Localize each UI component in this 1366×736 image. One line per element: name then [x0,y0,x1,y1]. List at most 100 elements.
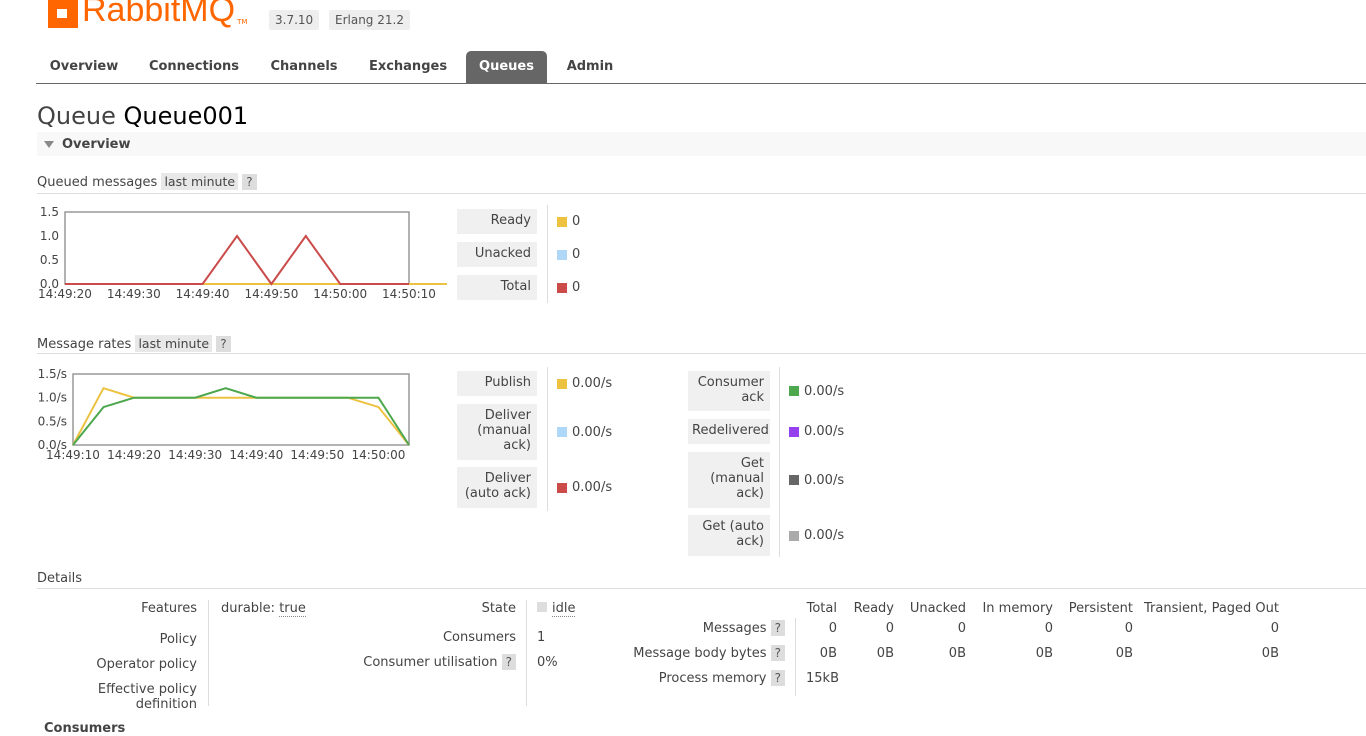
rates-value-text: 0.00/s [572,480,613,495]
table-cell: 0 [1044,621,1053,636]
tab-connections[interactable]: Connections [148,59,240,74]
x-tick-label: 14:49:20 [38,287,92,301]
logo-tm: TM [237,18,248,26]
rates-legend-key: Publish [457,371,537,396]
tab-exchanges[interactable]: Exchanges [368,59,448,74]
series-line [72,387,410,446]
x-tick-label: 14:49:20 [107,448,161,462]
table-row-help[interactable]: ? [770,645,785,661]
state-indicator-icon [537,602,547,612]
table-row-label-text: Messages [702,621,771,636]
rates-legend-value: 0.00/s [789,424,844,440]
message-rates-label: Message rates [37,337,132,352]
table-cell: 0B [1261,646,1279,661]
table-cell: 0B [819,646,837,661]
table-cell: 0 [828,621,837,636]
rates-legend-key: Deliver (manual ack) [457,404,537,460]
legend-divider [547,205,548,303]
queued-legend-value: 0 [557,247,580,263]
series-color-swatch [557,282,567,293]
state-value: idle [537,601,576,617]
y-tick-label: 0.5 [40,253,59,267]
tab-channels[interactable]: Channels [270,59,338,74]
y-tick-label: 1.0 [40,229,59,243]
rabbitmq-logo: RabbitMQ TM [48,0,247,28]
table-column-header: Unacked [909,601,966,616]
overview-section-toggle[interactable]: Overview [37,132,1366,156]
features-durable-key: durable: [221,601,276,616]
rates-legend-key: Get (auto ack) [688,515,770,556]
table-column-header: Total [806,601,837,616]
rates-help-button[interactable]: ? [216,336,231,352]
table-row-help[interactable]: ? [770,620,785,636]
policy-label: Policy [159,632,197,647]
series-color-swatch [557,427,567,437]
rates-legend-key: Get (manual ack) [688,452,770,508]
tab-overview[interactable]: Overview [49,59,119,74]
consumer-utilisation-help[interactable]: ? [501,654,516,670]
queued-range-selector[interactable]: last minute [161,173,239,190]
features-durable-value: true [279,601,306,617]
rates-range-selector[interactable]: last minute [135,335,213,352]
page-title: Queue Queue001 [37,102,248,130]
rates-legend-value: 0.00/s [557,424,612,440]
table-row-label: Process memory ? [560,670,785,686]
rates-value-text: 0.00/s [804,383,845,399]
rates-legend-value: 0.00/s [557,376,612,392]
queued-help-button[interactable]: ? [242,174,257,190]
table-cell: 0 [1124,621,1133,636]
x-tick-label: 14:49:50 [290,448,344,462]
table-row-label: Message body bytes ? [560,645,785,661]
features-label: Features [141,601,197,616]
effective-policy-label: Effective policy definition [97,682,197,712]
x-tick-label: 14:49:30 [107,287,161,301]
table-column-header: Ready [853,601,894,616]
table-cell: 0 [957,621,966,636]
queued-messages-label: Queued messages [37,175,158,190]
rates-value-text: 0.00/s [804,472,845,488]
x-tick-label: 14:49:40 [229,448,283,462]
operator-policy-label: Operator policy [96,657,197,672]
table-column-header: In memory [982,601,1053,616]
consumers-label: Consumers [442,630,516,645]
tab-queues[interactable]: Queues [466,51,547,83]
y-tick-label: 0.5/s [38,414,67,428]
version-badge: 3.7.10 [269,10,320,30]
tab-admin[interactable]: Admin [566,59,614,74]
x-tick-label: 14:50:00 [352,448,406,462]
divider [37,193,1366,194]
table-row-label-text: Message body bytes [633,646,771,661]
consumer-utilisation-label: Consumer utilisation ? [330,654,516,670]
series-color-swatch [789,386,799,396]
queued-legend-value: 0 [557,280,580,296]
legend-divider [547,367,548,511]
x-tick-label: 14:49:50 [244,287,298,301]
x-tick-label: 14:49:10 [46,448,100,462]
table-row-help[interactable]: ? [770,670,785,686]
table-cell: 0B [876,646,894,661]
rates-legend-value: 0.00/s [789,528,844,544]
collapse-triangle-icon [44,141,54,148]
series-color-swatch [789,426,799,437]
page-title-prefix: Queue [37,102,116,130]
x-tick-label: 14:50:00 [313,287,367,301]
logo-wordmark: RabbitMQ [82,0,236,29]
erlang-badge: Erlang 21.2 [329,10,410,30]
rates-legend-key: Redelivered [688,419,770,444]
chart-plot-area [64,211,410,285]
features-value: durable: true [221,601,306,617]
queued-value-text: 0 [572,247,581,262]
rates-legend-value: 0.00/s [789,472,844,488]
series-color-swatch [557,249,567,260]
x-tick-label: 14:49:30 [168,448,222,462]
queued-legend-key: Unacked [457,242,537,267]
chart-plot-area [72,373,410,446]
queue-name: Queue001 [123,102,249,130]
table-cell: 0B [1035,646,1053,661]
series-color-swatch [789,475,799,485]
rates-legend-key: Deliver (auto ack) [457,467,537,508]
table-row-label: Messages ? [560,620,785,636]
y-tick-label: 1.5/s [38,367,67,381]
details-divider [526,600,527,706]
overview-section-label: Overview [62,137,131,152]
